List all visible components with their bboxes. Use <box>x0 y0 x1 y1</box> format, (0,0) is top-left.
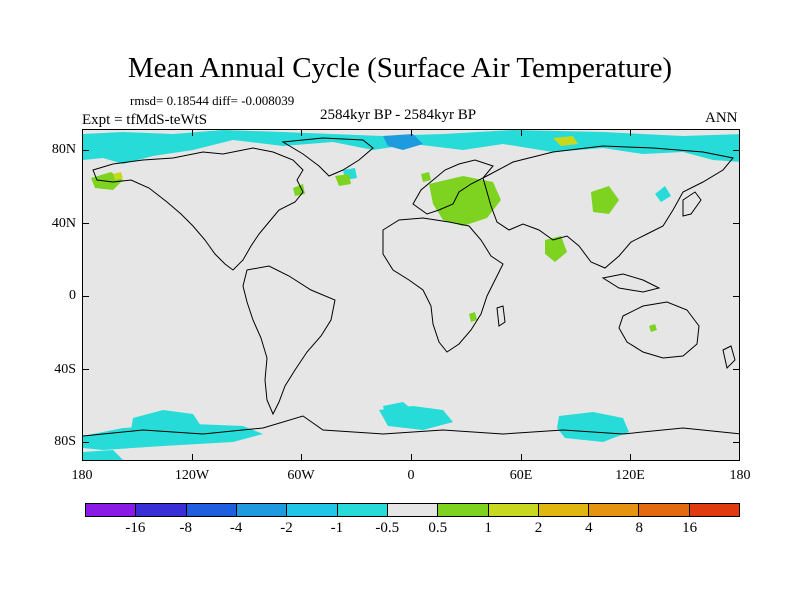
lat-tick-right <box>733 223 740 224</box>
greenland-green <box>335 174 351 186</box>
period-label: 2584kyr BP - 2584kyr BP <box>320 107 477 123</box>
lon-label-60e: 60E <box>509 468 533 483</box>
east-asia-cyan <box>655 186 671 202</box>
lon-tick <box>82 454 83 461</box>
colorbar-label: 4 <box>585 520 593 536</box>
antarctic-cyan-east <box>557 412 629 442</box>
antarctic-cyan-central <box>379 406 453 430</box>
colorbar-label: -16 <box>125 520 146 536</box>
experiment-label: Expt = tfMdS-teWtS <box>82 112 208 128</box>
lat-label-80s: 80S <box>54 434 76 449</box>
colorbar-label: 2 <box>534 520 543 536</box>
colorbar-segment <box>186 504 237 516</box>
colorbar-label: -0.5 <box>375 520 400 536</box>
colorbar-segment <box>639 504 690 516</box>
europe-green <box>429 176 501 226</box>
antarctica-coast <box>83 415 739 437</box>
asia-coast <box>482 145 734 269</box>
lon-tick-top <box>630 129 631 136</box>
lon-label-120e: 120E <box>615 468 645 483</box>
colorbar-segment <box>488 504 539 516</box>
colorbar-label: 1 <box>484 520 492 536</box>
map-title: Mean Annual Cycle (Surface Air Temperatu… <box>127 52 673 84</box>
africa-coast <box>382 217 504 353</box>
lat-tick <box>82 223 89 224</box>
se-asia-islands <box>601 273 661 293</box>
lon-tick <box>630 454 631 461</box>
colorbar-segment <box>136 504 187 516</box>
lat-tick <box>82 369 89 370</box>
colorbar-segment <box>337 504 388 516</box>
world-map <box>83 130 739 460</box>
colorbar-label: -8 <box>179 520 193 536</box>
arctic-cyan-band <box>83 130 739 164</box>
lon-tick <box>192 454 193 461</box>
colorbar-segment <box>236 504 288 516</box>
colorbar-segment <box>287 504 338 516</box>
arctic-warm-spot <box>553 136 578 146</box>
lat-tick <box>82 150 89 151</box>
australia-green <box>649 324 657 332</box>
colorbar-label: -2 <box>280 520 293 536</box>
lat-tick-right <box>733 442 740 443</box>
colorbar-label: -1 <box>330 520 344 536</box>
green-anomaly-patches <box>91 172 657 332</box>
north-america-coast <box>92 147 304 271</box>
lat-label-40s: 40S <box>54 362 76 377</box>
stats-text: rmsd= 0.18544 diff= -0.008039 <box>130 93 295 108</box>
antarctic-cyan-band-west <box>83 424 263 450</box>
colorbar-label: 16 <box>682 520 698 536</box>
lon-label-180e: 180 <box>729 468 751 483</box>
lat-tick-right <box>733 296 740 297</box>
lon-label-180w: 180 <box>71 468 93 483</box>
madagascar-coast <box>496 305 506 327</box>
colorbar-segment <box>538 504 590 516</box>
lon-tick <box>739 454 740 461</box>
lat-tick <box>82 296 89 297</box>
cyan-anomaly-patches <box>83 130 739 460</box>
australia-coast <box>618 301 700 359</box>
lat-tick-right <box>733 369 740 370</box>
lat-label-80n: 80N <box>51 142 76 157</box>
colorbar-label: -4 <box>229 520 243 536</box>
japan-coast <box>682 191 702 217</box>
colorbar-segment <box>387 504 439 516</box>
canada-green <box>293 184 305 196</box>
colorbar-label: 0.5 <box>428 520 448 536</box>
lon-tick <box>301 454 302 461</box>
europe-coast <box>412 159 494 215</box>
colorbar-segment <box>438 504 489 516</box>
south-america-coast <box>242 265 336 416</box>
map-panel <box>82 129 740 461</box>
coastlines <box>83 137 739 437</box>
asia-green <box>591 186 619 214</box>
colorbar <box>85 503 740 517</box>
nw-europe-green <box>421 172 431 182</box>
colorbar-segment <box>589 504 640 516</box>
lon-tick-top <box>411 129 412 136</box>
lon-tick-top <box>521 129 522 136</box>
lon-tick <box>411 454 412 461</box>
colorbar-segment <box>689 504 740 516</box>
lat-tick-right <box>733 150 740 151</box>
colorbar-segment <box>86 504 137 516</box>
antarctic-cyan-far-west <box>83 450 123 460</box>
lon-tick-top <box>301 129 302 136</box>
india-green <box>545 236 567 262</box>
colorbar-label: 8 <box>635 520 643 536</box>
lon-label-60w: 60W <box>287 468 315 483</box>
season-label: ANN <box>705 110 738 126</box>
lon-label-120w: 120W <box>174 468 210 483</box>
lon-tick-top <box>192 129 193 136</box>
arctic-blue-spot <box>383 134 423 150</box>
lat-tick <box>82 442 89 443</box>
africa-green <box>469 312 477 322</box>
lat-label-40n: 40N <box>51 216 76 231</box>
lon-label-0: 0 <box>407 468 415 483</box>
greenland-coast <box>281 137 374 177</box>
lat-label-0: 0 <box>69 288 76 303</box>
new-zealand-coast <box>722 345 736 369</box>
lon-tick <box>521 454 522 461</box>
alaska-yellow <box>113 172 123 180</box>
